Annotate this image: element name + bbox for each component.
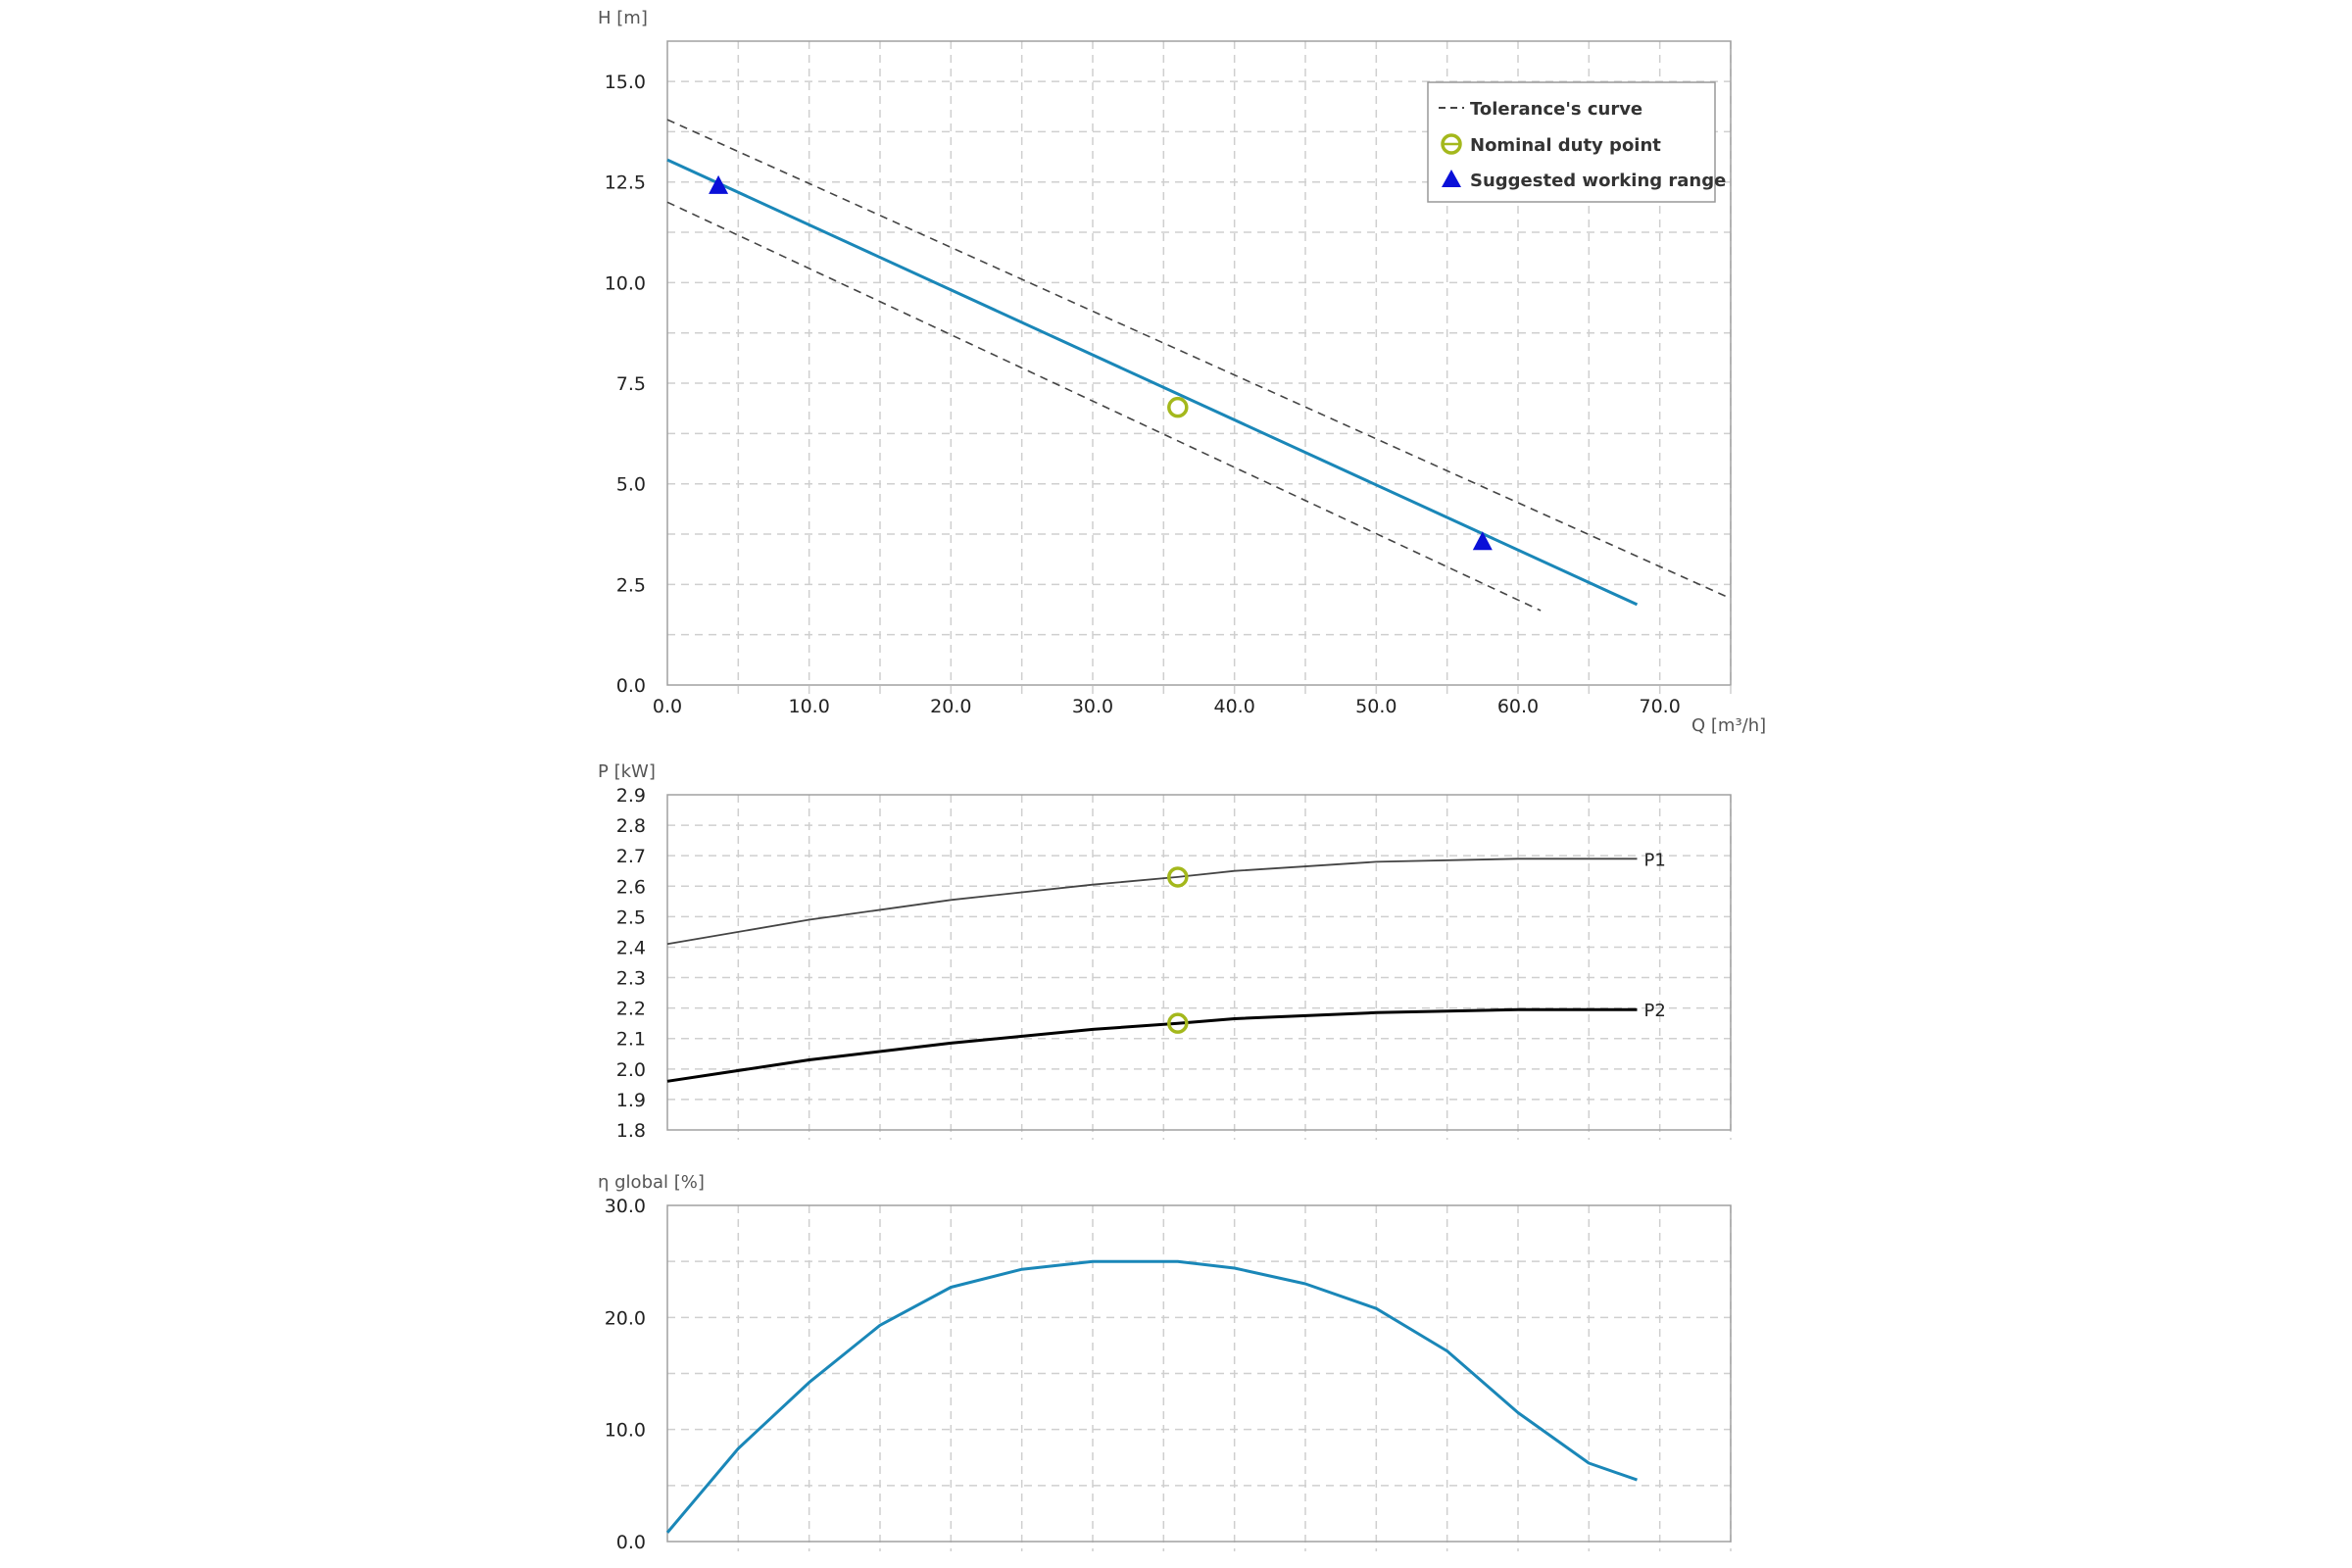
working-range-marker <box>709 174 729 194</box>
legend-tolerance-label: Tolerance's curve <box>1470 99 1642 120</box>
duty-point-marker <box>1167 866 1189 888</box>
working-range-marker <box>1472 531 1493 551</box>
y-tick-label: 2.4 <box>616 937 646 958</box>
y-axis-label: η global [%] <box>598 1172 705 1193</box>
y-tick-label: 20.0 <box>605 1307 646 1329</box>
x-tick-label: 50.0 <box>1355 696 1396 717</box>
y-tick-label: 5.0 <box>616 474 646 496</box>
y-tick-label: 2.0 <box>616 1059 646 1081</box>
plot-area-frame <box>666 40 1732 686</box>
y-tick-label: 7.5 <box>616 373 646 395</box>
grid-layer <box>667 41 1732 1551</box>
series-label-p2: P2 <box>1644 1001 1666 1021</box>
y-tick-label: 2.7 <box>616 846 646 867</box>
series-p2 <box>666 1007 1638 1083</box>
series-label-p1: P1 <box>1644 850 1666 870</box>
x-tick-label: 40.0 <box>1214 696 1255 717</box>
plot-frames <box>666 40 1732 1543</box>
y-tick-label: 15.0 <box>605 72 646 93</box>
series-p1 <box>666 858 1638 946</box>
y-axis-label: P [kW] <box>598 761 656 782</box>
x-tick-label: 10.0 <box>789 696 830 717</box>
x-tick-label: 60.0 <box>1497 696 1539 717</box>
legend-box <box>1427 81 1716 203</box>
y-tick-label: 2.9 <box>616 785 646 807</box>
legend-working-range-swatch <box>1442 170 1461 187</box>
y-tick-label: 2.6 <box>616 876 646 898</box>
duty-point-marker <box>1167 1012 1189 1034</box>
y-tick-label: 2.5 <box>616 906 646 928</box>
x-tick-label: 0.0 <box>653 696 682 717</box>
series-layer <box>665 119 1732 1534</box>
y-tick-label: 10.0 <box>605 1420 646 1442</box>
series-efficiency <box>665 1259 1638 1534</box>
x-tick-label: 20.0 <box>930 696 971 717</box>
series-tolerance-upper <box>666 119 1732 600</box>
plot-area-frame <box>666 794 1732 1131</box>
series-pump-curve <box>666 158 1639 607</box>
x-tick-label: 70.0 <box>1640 696 1681 717</box>
plot-area-frame <box>666 1204 1732 1543</box>
y-tick-label: 2.2 <box>616 999 646 1020</box>
series-tolerance-lower <box>666 201 1542 612</box>
y-tick-label: 2.3 <box>616 968 646 990</box>
y-tick-label: 10.0 <box>605 272 646 294</box>
y-tick-label: 2.5 <box>616 574 646 596</box>
legend: Tolerance's curve Nominal duty point Sug… <box>1427 81 1726 203</box>
x-axis-label: Q [m³/h] <box>1691 715 1766 736</box>
x-tick-label: 30.0 <box>1072 696 1113 717</box>
y-tick-label: 0.0 <box>616 675 646 697</box>
marker-layer <box>709 174 1493 1034</box>
y-tick-label: 1.8 <box>616 1120 646 1142</box>
y-tick-label: 2.8 <box>616 815 646 837</box>
duty-point-marker <box>1167 396 1189 418</box>
text-layer: 0.0 2.5 5.0 7.5 10.0 12.5 15.0 H [m] 1.8 1.9 2.0 2.… <box>598 8 1766 1553</box>
y-tick-label: 0.0 <box>616 1532 646 1553</box>
y-axis-label: H [m] <box>598 8 648 28</box>
y-tick-label: 2.1 <box>616 1029 646 1051</box>
y-tick-label: 1.9 <box>616 1090 646 1111</box>
legend-working-range-label: Suggested working range <box>1470 171 1726 191</box>
y-tick-label: 30.0 <box>605 1196 646 1217</box>
y-tick-label: 12.5 <box>605 172 646 194</box>
legend-duty-point-label: Nominal duty point <box>1470 135 1661 156</box>
